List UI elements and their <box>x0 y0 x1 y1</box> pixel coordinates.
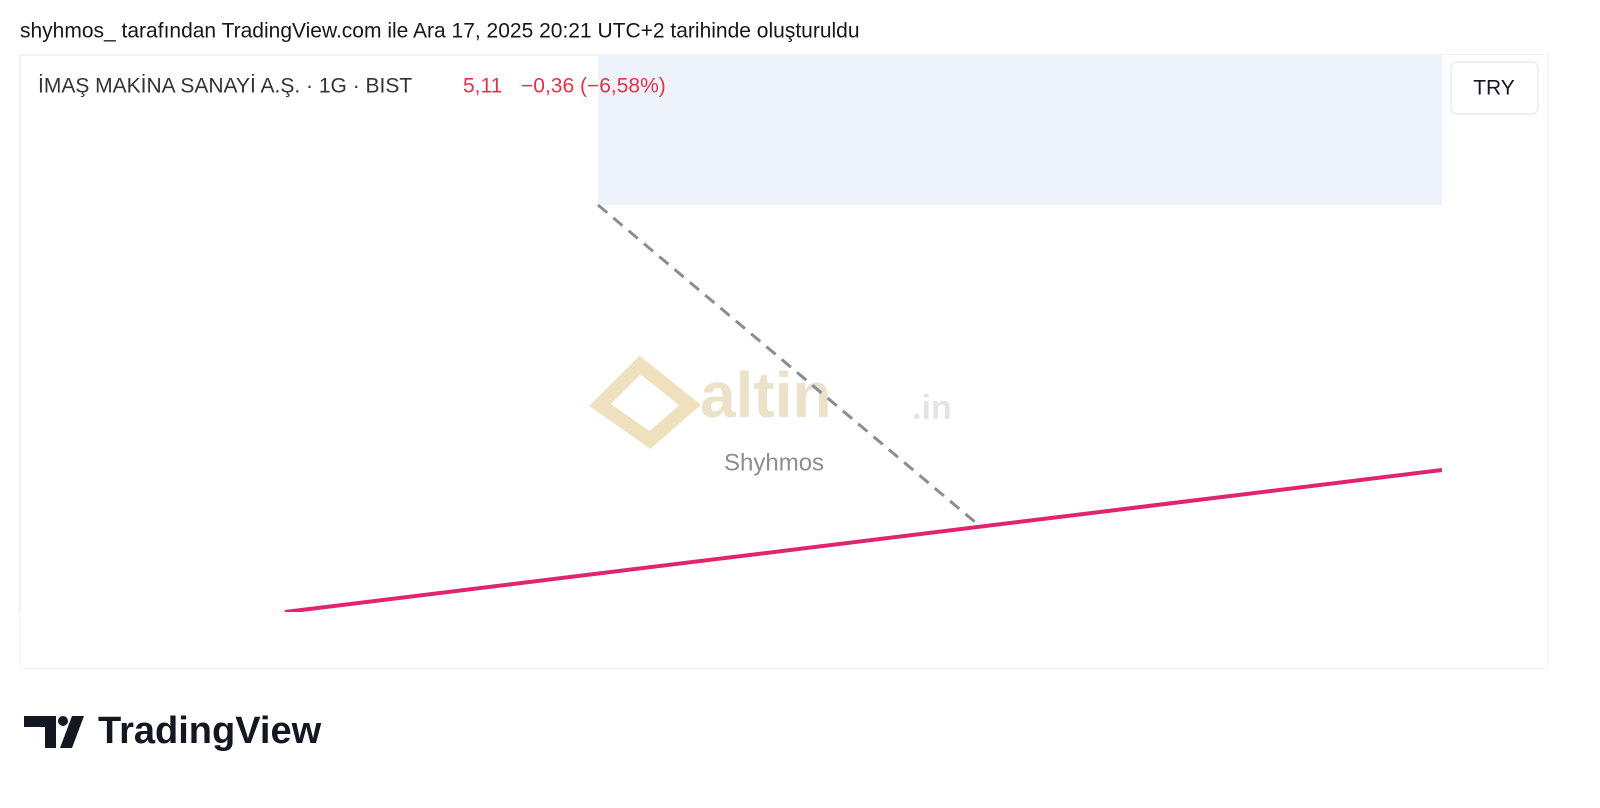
currency-box[interactable] <box>1450 61 1539 115</box>
last-price: 5,11 <box>463 75 502 98</box>
symbol-title: İMAŞ MAKİNA SANAYİ A.Ş. · 1G · BIST <box>38 75 412 98</box>
watermark-logo <box>589 355 701 449</box>
logo-icon <box>24 716 84 748</box>
footer-logo: TradingView <box>24 710 322 752</box>
fib-zone-top <box>598 55 1442 205</box>
watermark-brand: altin <box>700 359 832 431</box>
watermark-author: Shyhmos <box>724 449 824 476</box>
support-trendline <box>284 468 1443 614</box>
watermark-suffix: .in <box>912 389 952 427</box>
fib-trend-line <box>597 203 976 524</box>
logo-text: TradingView <box>98 710 322 752</box>
watermark: altin .in <box>589 355 952 449</box>
currency[interactable]: TRY <box>1473 77 1515 100</box>
caption: shyhmos_ tarafından TradingView.com ile … <box>20 20 860 43</box>
logo-dot <box>58 716 68 726</box>
price-axis-band <box>1442 55 1548 668</box>
x-axis-band <box>20 612 1442 668</box>
price-change: −0,36 (−6,58%) <box>521 75 666 98</box>
